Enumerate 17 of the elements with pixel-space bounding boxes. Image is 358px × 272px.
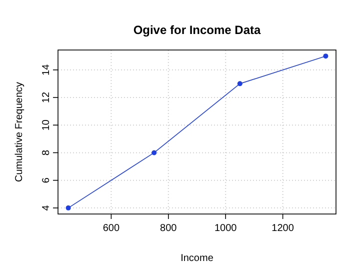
y-tick-label: 4 bbox=[41, 204, 52, 211]
point bbox=[152, 150, 157, 156]
x-tick-label: 600 bbox=[102, 223, 120, 234]
point bbox=[66, 205, 71, 210]
point bbox=[237, 81, 242, 86]
x-tick-label: 1200 bbox=[272, 223, 294, 234]
x-tick-label: 800 bbox=[160, 223, 178, 234]
chart-title: Ogive for Income Data bbox=[133, 23, 262, 37]
y-axis-title: Cumulative Frequency bbox=[14, 82, 25, 182]
y-tick-label: 10 bbox=[41, 119, 52, 131]
y-tick-label: 14 bbox=[41, 64, 52, 76]
y-tick-label: 6 bbox=[41, 177, 52, 184]
y-tick-label: 12 bbox=[41, 91, 52, 104]
point bbox=[323, 54, 328, 59]
y-tick-label: 8 bbox=[41, 149, 52, 156]
x-axis-title: Income bbox=[180, 253, 214, 264]
x-tick-label: 1000 bbox=[214, 223, 238, 234]
